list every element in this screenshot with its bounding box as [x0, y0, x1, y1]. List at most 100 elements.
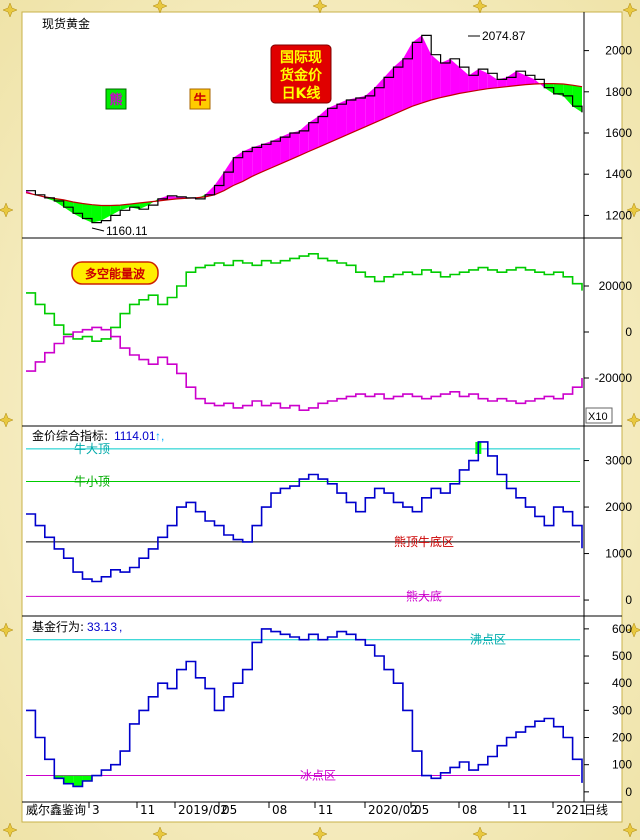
fund-tick-label-5: 100 [612, 758, 632, 772]
sparkle-13 [626, 202, 640, 218]
bear-badge-label: 熊 [109, 92, 122, 108]
fund-tick-label-4: 200 [612, 731, 632, 745]
fund-ice-segment-4 [63, 775, 74, 784]
price-fill-segment-8 [101, 205, 111, 221]
time-tick-label-5: 08 [272, 803, 287, 817]
fund-ice-fill [54, 775, 92, 787]
price-fill-segment-7 [91, 204, 102, 223]
fund-tick-label-6: 0 [625, 785, 632, 799]
bear-badge: 熊 [105, 88, 127, 110]
time-tick-label-7: 2020/02 [368, 803, 418, 817]
composite-level-label-2: 熊顶牛底区 [394, 534, 454, 549]
price-fill-segment-22 [233, 151, 243, 186]
fund-tick-label-2: 400 [612, 676, 632, 690]
time-tick-label-11: 2021 [556, 803, 587, 817]
price-fill-segment-36 [365, 87, 375, 127]
time-tick-label-2: 11 [140, 803, 155, 817]
fund-tick-label-0: 600 [612, 622, 632, 636]
energy-y-ticks: 20000 0 -20000 [584, 279, 632, 385]
composite-level-label-3: 熊大底 [406, 588, 442, 603]
energy-badge-label: 多空能量波 [85, 266, 146, 281]
energy-bear-line [26, 326, 583, 412]
price-fill-segment-30 [308, 116, 319, 152]
price-fill-segment-24 [252, 144, 262, 177]
energy-tick-label-2: -20000 [595, 371, 633, 385]
time-tick-label-8: 05 [414, 803, 429, 817]
sparkle-0 [2, 2, 18, 18]
composite-line [26, 441, 583, 583]
price-fill-segment-19 [205, 185, 215, 197]
low-annotation-pointer [91, 227, 105, 232]
bull-badge-box [189, 88, 211, 110]
composite-arrow-icon: ↑, [155, 429, 164, 443]
sparkle-3 [622, 822, 638, 838]
time-tick-label-9: 08 [462, 803, 477, 817]
price-fill-segment-39 [393, 58, 403, 115]
time-tick-label-0: 威尔鑫鉴询 [26, 802, 86, 817]
title-badge: 国际现 货金价 日K线 [270, 44, 332, 104]
sparkle-1 [622, 2, 638, 18]
price-y-ticks: 2000 1800 1600 1400 1200 [584, 44, 632, 222]
price-fill-segment-25 [261, 141, 272, 173]
energy-tick-label-1: 0 [625, 325, 632, 339]
composite-value: 1114.01 [114, 429, 156, 443]
panel-dividers [22, 12, 622, 803]
composite-tick-label-3: 0 [625, 593, 632, 607]
fund-value-separator: , [119, 620, 122, 634]
price-fill-segment-10 [120, 204, 130, 211]
fund-label: 基金行为: [32, 619, 84, 634]
sparkle-5 [312, 826, 328, 840]
composite-label: 金价综合指标: [32, 428, 108, 443]
composite-tick-label-1: 2000 [605, 500, 632, 514]
price-fill-segment-57 [563, 83, 573, 107]
title-badge-line-3: 日K线 [282, 85, 321, 102]
sparkle-11 [472, 826, 488, 840]
price-fill-segment-31 [318, 108, 328, 148]
price-fill-segment-56 [553, 83, 564, 96]
sparkle-6 [0, 412, 14, 428]
price-tick-label-0: 2000 [605, 44, 632, 58]
price-fill-segment-48 [478, 69, 488, 91]
price-fill-segment-51 [506, 71, 517, 87]
price-fill-segment-32 [327, 104, 337, 144]
composite-level-label-1: 牛小顶 [74, 473, 110, 488]
bull-badge: 牛 [189, 88, 211, 110]
sparkle-12 [0, 202, 14, 218]
sparkle-14 [0, 622, 14, 638]
price-fill-segment-33 [336, 100, 347, 140]
price-fill-segment-27 [280, 133, 290, 164]
bear-badge-box [105, 88, 127, 110]
price-fill-segment-38 [384, 67, 394, 119]
energy-badge: 多空能量波 [71, 261, 159, 285]
low-annotation: 1160.11 [106, 224, 148, 238]
energy-tick-label-0: 20000 [599, 279, 633, 293]
chart-title: 现货黄金 [42, 16, 90, 31]
price-fill-segment-20 [214, 172, 224, 195]
price-fill-segment-46 [459, 67, 469, 94]
time-tick-label-1: 3 [92, 803, 100, 817]
price-fill-segment-28 [289, 130, 300, 160]
time-tick-label-3: 2019/02 [178, 803, 228, 817]
price-tick-label-1: 1800 [605, 85, 632, 99]
sparkle-2 [2, 822, 18, 838]
scale-box [585, 407, 613, 424]
price-fill-segment-49 [487, 73, 498, 89]
price-tick-label-4: 1200 [605, 208, 632, 222]
price-fill-segment-41 [412, 35, 422, 107]
price-tick-label-3: 1400 [605, 167, 632, 181]
title-badge-line-2: 货金价 [279, 67, 323, 84]
price-fill-segment-35 [355, 95, 366, 131]
price-ma-fill [26, 35, 582, 223]
fund-level-label-0: 沸点区 [470, 633, 506, 647]
price-fill-segment-37 [374, 77, 385, 123]
price-fill-segment-52 [516, 71, 526, 86]
price-fill-segment-6 [82, 203, 92, 223]
composite-tick-label-2: 1000 [605, 547, 632, 561]
price-fill-segment-34 [346, 97, 356, 136]
energy-panel: 20000 0 -20000 多空能量波 X10 [26, 253, 632, 424]
time-tick-label-10: 11 [512, 803, 527, 817]
